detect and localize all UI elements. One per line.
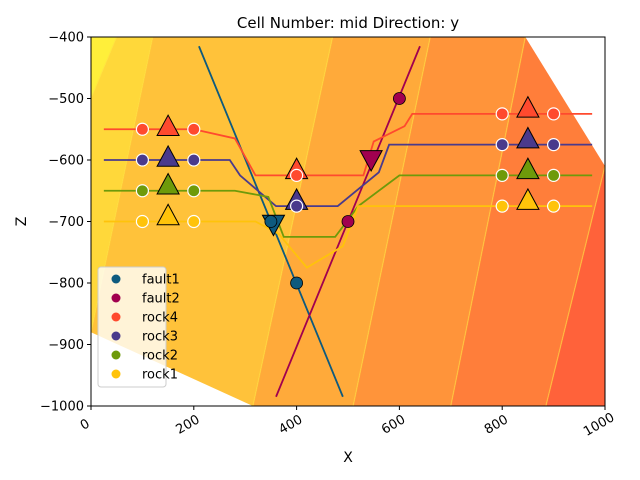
- data-point-rock3: [290, 199, 304, 213]
- legend-marker-rock3: [111, 331, 121, 341]
- data-point-rock3: [187, 153, 201, 167]
- data-point-rock2: [546, 168, 561, 182]
- x-axis-ticks: 0 200 400 600 800 1000: [78, 406, 617, 440]
- data-point-rock4: [290, 168, 304, 182]
- x-tick-label: 400: [276, 412, 305, 437]
- orientation-marker-rock2: [516, 157, 540, 180]
- data-point-rock2: [495, 168, 509, 182]
- legend-marker-fault2: [111, 293, 121, 303]
- legend-marker-rock4: [111, 312, 121, 322]
- band-boundary: [91, 37, 118, 99]
- y-tick-label: −500: [48, 92, 84, 107]
- legend-label-rock1: rock1: [142, 368, 178, 383]
- x-tick-label: 200: [174, 412, 203, 437]
- legend: fault1 fault2 rock4 rock3 rock2 rock1: [97, 266, 180, 388]
- data-point-rock3: [495, 138, 509, 152]
- band-boundary: [545, 166, 605, 406]
- legend-marker-fault1: [111, 274, 121, 284]
- data-point-fault2: [341, 215, 355, 228]
- orientation-marker-rock3: [516, 126, 540, 149]
- data-point-fault2: [392, 92, 406, 105]
- orientation-marker-rock1: [156, 203, 180, 226]
- data-point-rock1: [546, 199, 561, 213]
- band-boundary: [252, 37, 334, 406]
- background-bands: [91, 37, 640, 406]
- orientation-marker-rock1: [516, 187, 540, 210]
- series-line-rock2: [103, 174, 593, 238]
- plot-area: [91, 37, 640, 406]
- legend-label-rock2: rock2: [142, 349, 178, 364]
- data-point-rock2: [135, 184, 149, 198]
- legend-label-fault2: fault2: [142, 292, 180, 307]
- data-point-fault1: [264, 215, 278, 228]
- data-point-rock1: [495, 199, 509, 213]
- y-tick-label: −800: [48, 277, 84, 292]
- x-tick-label: 600: [379, 412, 408, 437]
- legend-label-rock4: rock4: [142, 311, 178, 326]
- orientation-markers: [156, 95, 540, 237]
- data-point-rock1: [135, 214, 149, 229]
- data-point-rock3: [546, 138, 561, 152]
- legend-label-rock3: rock3: [142, 330, 178, 345]
- data-point-rock3: [135, 153, 149, 167]
- orientation-marker-rock4: [516, 95, 540, 118]
- x-tick-label: 1000: [581, 410, 617, 440]
- orientation-marker-rock4: [156, 114, 180, 137]
- background-band: [450, 37, 605, 406]
- data-point-rock4: [135, 122, 149, 136]
- band-boundary: [352, 37, 431, 406]
- legend-label-fault1: fault1: [142, 273, 180, 288]
- y-axis-label: Z: [14, 217, 30, 227]
- x-tick-label: 800: [482, 412, 511, 437]
- data-point-rock1: [187, 214, 201, 229]
- background-band: [353, 37, 526, 406]
- band-boundary: [450, 37, 526, 406]
- y-tick-label: −1000: [40, 400, 84, 415]
- y-tick-label: −900: [48, 338, 84, 353]
- background-band: [605, 37, 640, 406]
- series-line-rock1: [103, 205, 593, 269]
- data-points: [135, 92, 561, 290]
- orientation-marker-rock2: [156, 172, 180, 195]
- series-line-rock3: [103, 143, 593, 208]
- orientation-marker-rock3: [156, 144, 180, 167]
- legend-marker-rock1: [111, 369, 121, 379]
- legend-marker-rock2: [111, 350, 121, 360]
- data-point-rock4: [187, 122, 201, 136]
- chart-title: Cell Number: mid Direction: y: [237, 14, 459, 32]
- data-point-fault1: [290, 276, 304, 290]
- data-point-rock2: [187, 184, 201, 198]
- y-tick-label: −400: [48, 31, 84, 46]
- y-axis-ticks: −1000 −900 −800 −700 −600 −500 −400: [40, 31, 91, 415]
- x-tick-label: 0: [78, 416, 93, 433]
- data-point-rock4: [546, 107, 561, 121]
- orientation-marker-fault2: [359, 150, 383, 173]
- y-tick-label: −600: [48, 154, 84, 169]
- y-tick-label: −700: [48, 215, 84, 230]
- series-line-rock4: [103, 112, 593, 177]
- x-axis-label: X: [343, 450, 353, 466]
- data-point-rock4: [495, 107, 509, 121]
